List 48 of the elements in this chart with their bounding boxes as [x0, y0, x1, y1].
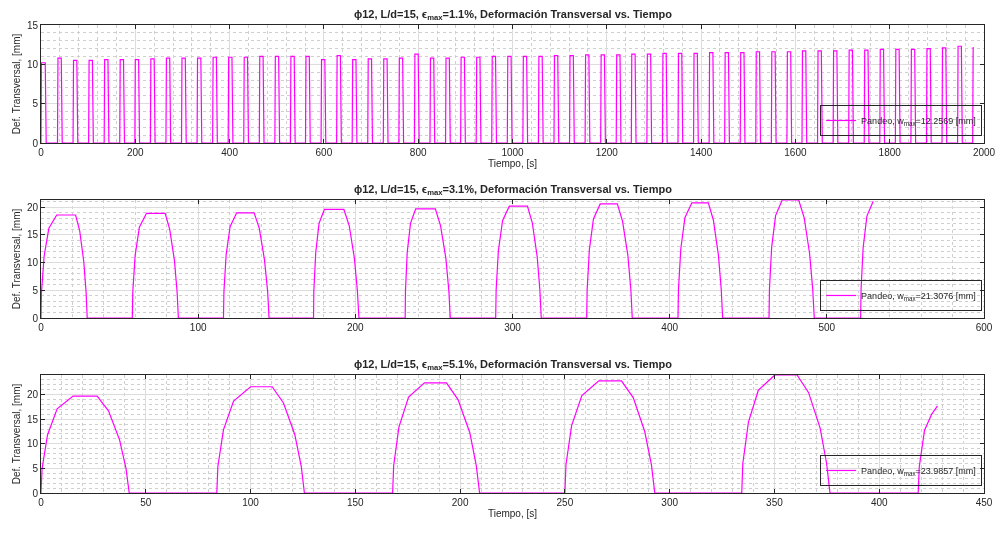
y-tick-label: 0 [32, 312, 39, 324]
x-tick-label: 400 [221, 147, 239, 158]
x-tick-label: 200 [451, 497, 469, 508]
x-tick-label: 1200 [595, 147, 619, 158]
x-tick-label: 1800 [878, 147, 902, 158]
y-tick-label: 10 [26, 438, 39, 450]
x-tick-label: 300 [504, 322, 522, 333]
x-tick-label: 1400 [689, 147, 713, 158]
y-tick-label: 5 [32, 462, 39, 474]
y-tick-label: 0 [32, 487, 39, 499]
x-tick-label: 800 [409, 147, 427, 158]
x-tick-label: 300 [661, 497, 679, 508]
x-tick-label: 600 [315, 147, 333, 158]
x-tick-label: 1600 [784, 147, 807, 158]
y-tick-label: 5 [32, 284, 39, 296]
y-tick-label: 10 [26, 58, 39, 70]
x-tick-label: 100 [242, 497, 260, 508]
y-tick-label: 15 [26, 413, 39, 425]
y-tick-label: 15 [26, 229, 39, 241]
x-tick-label: 2000 [972, 147, 996, 158]
x-tick-label: 1000 [501, 147, 525, 158]
x-tick-label: 400 [870, 497, 888, 508]
y-tick-label: 10 [26, 257, 39, 269]
y-axis-title: Def. Transversal, [mm] [10, 33, 22, 135]
line-series [41, 45, 974, 143]
x-tick-label: 250 [556, 497, 574, 508]
x-axis-title: Tiempo, [s] [487, 158, 538, 169]
x-tick-label: 600 [975, 322, 993, 333]
x-tick-label: 200 [346, 322, 365, 333]
x-tick-label: 50 [140, 497, 152, 508]
x-tick-label: 150 [346, 497, 365, 508]
x-tick-label: 200 [126, 147, 145, 158]
y-tick-label: 20 [26, 201, 39, 213]
x-tick-label: 350 [766, 497, 784, 508]
chart-title: ϕ12, L/d=15, ϵ$_{max}$=1.1%, Deformación Transversal vs. Tiempo [354, 8, 673, 23]
y-axis-title: Def. Transversal, [mm] [10, 208, 22, 310]
y-tick-label: 20 [26, 389, 39, 401]
y-tick-label: 15 [26, 19, 39, 31]
chart-title: ϕ12, L/d=15, ϵ$_{max}$=3.1%, Deformación Transversal vs. Tiempo [354, 183, 673, 198]
y-axis-title: Def. Transversal, [mm] [10, 383, 22, 485]
y-tick-label: 5 [32, 98, 39, 110]
x-tick-label: 100 [189, 322, 207, 333]
chart-title: ϕ12, L/d=15, ϵ$_{max}$=5.1%, Deformación Transversal vs. Tiempo [354, 358, 673, 373]
x-tick-label: 450 [975, 497, 993, 508]
x-tick-label: 400 [661, 322, 679, 333]
x-axis-title: Tiempo, [s] [487, 507, 538, 519]
x-tick-label: 500 [818, 322, 836, 333]
y-tick-label: 0 [32, 137, 39, 149]
